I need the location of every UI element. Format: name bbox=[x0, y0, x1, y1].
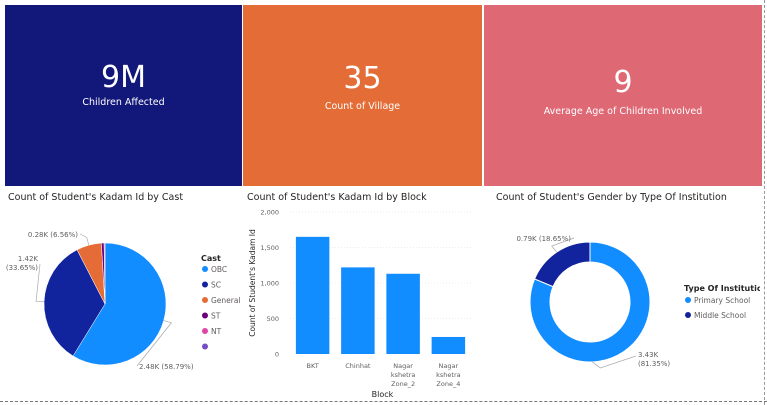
leader-line bbox=[35, 263, 45, 303]
legend-marker bbox=[202, 266, 208, 272]
bar[interactable] bbox=[431, 336, 466, 354]
leader-line bbox=[136, 320, 173, 367]
legend-item-general[interactable]: General bbox=[211, 296, 240, 305]
x-tick-label: Chinhat bbox=[345, 362, 371, 370]
kpi-value: 9 bbox=[613, 65, 633, 100]
x-tick-label: Nagar bbox=[439, 362, 459, 370]
data-label: 1.42K bbox=[18, 255, 39, 263]
y-tick-label: 500 bbox=[267, 315, 279, 323]
legend-title: Type Of Institution bbox=[684, 284, 760, 293]
x-tick-label: Zone_4 bbox=[436, 380, 460, 388]
legend-item-middle-school[interactable]: Middle School bbox=[694, 311, 746, 320]
right-border bbox=[764, 0, 765, 405]
donut-slice-primary-school[interactable] bbox=[529, 241, 651, 363]
legend-title: Cast bbox=[201, 254, 221, 263]
kpi-card-average-age[interactable]: 9 Average Age of Children Involved bbox=[484, 5, 762, 186]
x-tick-label: BKT bbox=[307, 362, 319, 370]
cast-chart-title: Count of Student's Kadam Id by Cast bbox=[8, 192, 184, 203]
kpi-label: Count of Village bbox=[324, 101, 401, 112]
legend-marker bbox=[202, 281, 208, 288]
leader-line bbox=[79, 233, 90, 246]
institution-donut-chart[interactable]: 3.43K(81.35%) 0.79K (18.65%) Type Of Insti… bbox=[484, 205, 760, 395]
data-label: 0.28K (6.56%) bbox=[28, 231, 78, 239]
legend-marker bbox=[202, 328, 208, 334]
data-label: 2.48K (58.79%) bbox=[139, 363, 194, 371]
legend-marker bbox=[202, 312, 208, 319]
legend-item-st[interactable]: ST bbox=[211, 312, 221, 321]
legend-item-primary-school[interactable]: Primary School bbox=[694, 296, 750, 305]
legend-item-nt[interactable]: NT bbox=[211, 327, 222, 336]
bottom-border bbox=[0, 401, 767, 402]
x-tick-label: Nagar bbox=[393, 362, 413, 370]
bar[interactable] bbox=[295, 236, 330, 354]
donut-slice-middle-school[interactable] bbox=[533, 241, 591, 288]
legend-marker bbox=[202, 343, 208, 350]
leader-line bbox=[592, 355, 637, 369]
kpi-card-children-affected[interactable]: 9M Children Affected bbox=[5, 5, 242, 186]
institution-chart-title: Count of Student's Gender by Type Of Ins… bbox=[496, 192, 727, 203]
legend-marker bbox=[202, 297, 208, 303]
data-label: (81.35%) bbox=[638, 360, 670, 368]
legend-marker bbox=[685, 297, 691, 303]
legend-marker bbox=[685, 312, 691, 318]
x-tick-label: kshetra bbox=[436, 371, 460, 379]
bar[interactable] bbox=[386, 273, 420, 354]
pie-slice-sc[interactable] bbox=[43, 249, 106, 357]
bar[interactable] bbox=[341, 267, 375, 354]
pie-slice-obc[interactable] bbox=[72, 242, 167, 366]
kpi-label: Average Age of Children Involved bbox=[543, 106, 703, 117]
legend-item-sc[interactable]: SC bbox=[211, 281, 221, 290]
kpi-value: 9M bbox=[101, 60, 146, 95]
kpi-value: 35 bbox=[343, 61, 382, 96]
y-tick-label: 0 bbox=[275, 351, 279, 359]
block-chart-title: Count of Student's Kadam Id by Block bbox=[247, 192, 427, 203]
y-tick-label: 2,000 bbox=[260, 209, 279, 217]
y-tick-label: 1,000 bbox=[260, 280, 279, 288]
kpi-label: Children Affected bbox=[82, 97, 165, 108]
data-label: 3.43K bbox=[638, 351, 659, 359]
cast-pie-chart[interactable]: 2.48K (58.79%) 1.42K(33.65%) 0.28K (6.56%)… bbox=[0, 205, 240, 395]
x-axis-title: Block bbox=[372, 390, 394, 399]
x-tick-label: kshetra bbox=[391, 371, 415, 379]
y-axis-title: Count of Student's Kadam Id bbox=[248, 229, 257, 337]
y-tick-label: 1,500 bbox=[260, 244, 279, 252]
kpi-card-count-of-village[interactable]: 35 Count of Village bbox=[243, 5, 482, 186]
pie-slice-nt[interactable] bbox=[103, 242, 106, 305]
data-label: (33.65%) bbox=[6, 264, 38, 272]
leader-line bbox=[551, 237, 575, 253]
x-tick-label: Zone_2 bbox=[391, 380, 415, 388]
legend-item-obc[interactable]: OBC bbox=[211, 265, 227, 274]
data-label: 0.79K (18.65%) bbox=[516, 235, 571, 243]
